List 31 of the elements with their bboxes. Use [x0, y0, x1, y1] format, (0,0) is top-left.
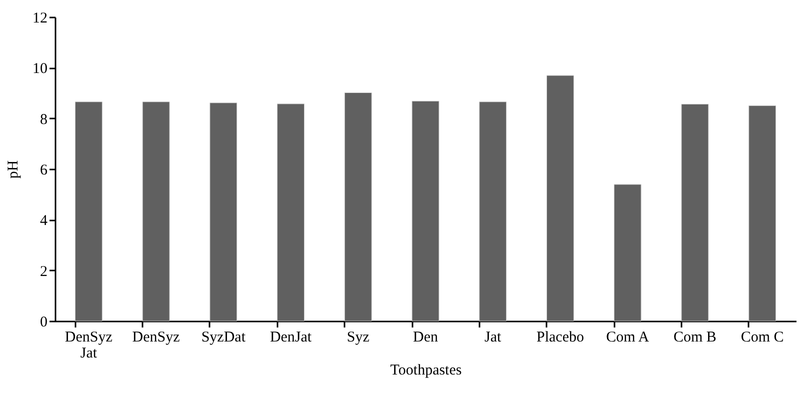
y-tick-label: 4	[40, 213, 48, 230]
bar	[479, 102, 507, 322]
y-tick-label: 10	[32, 61, 48, 78]
x-tick-label: Jat	[484, 330, 502, 346]
y-tick-label: 12	[32, 10, 48, 26]
x-axis-title: Toothpastes	[390, 362, 462, 378]
bar	[614, 184, 642, 322]
bar	[681, 104, 709, 322]
bar	[277, 104, 304, 322]
x-tick-label: DenSyz Jat	[64, 330, 113, 362]
y-tick-label: 8	[40, 112, 48, 128]
bar	[546, 75, 574, 322]
x-tick-label: Den	[413, 330, 438, 346]
bar	[74, 102, 102, 322]
y-tick-label: 2	[40, 264, 48, 280]
bar	[210, 102, 238, 322]
y-tick-label: 6	[40, 162, 48, 178]
y-tick-label: 0	[40, 314, 48, 330]
x-tick-label: Syz	[346, 330, 370, 346]
x-tick-label: DenJat	[270, 330, 312, 346]
bar	[748, 105, 776, 322]
bar	[412, 100, 440, 322]
x-tick-label: Placebo	[536, 330, 584, 346]
bar	[142, 102, 170, 322]
x-tick-label: Com C	[740, 330, 784, 346]
x-tick-label: SyzDat	[201, 330, 246, 346]
y-axis-title: pH	[6, 160, 22, 179]
x-tick-label: Com B	[673, 330, 716, 346]
x-tick-label: Com A	[606, 330, 650, 346]
x-tick-label: DenSyz	[132, 330, 180, 346]
bar	[344, 92, 372, 322]
